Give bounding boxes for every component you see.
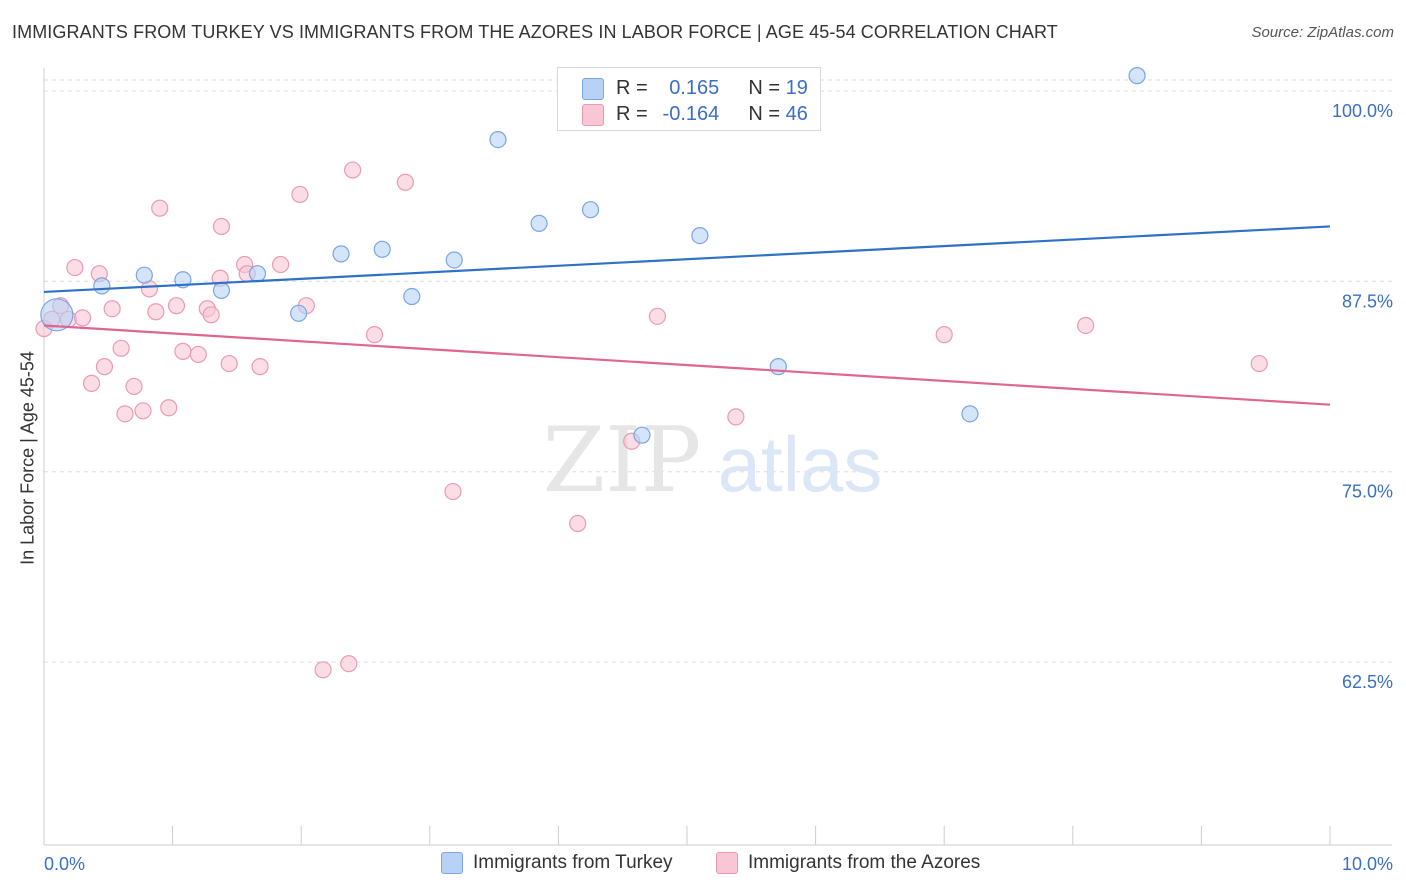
x-tick-label: 10.0% xyxy=(1342,854,1393,874)
azores-point xyxy=(648,307,667,325)
legend-n-label: N = xyxy=(748,77,781,99)
turkey-point xyxy=(403,287,421,306)
azores-point xyxy=(134,402,152,420)
source-label: Source: ZipAtlas.com xyxy=(1251,24,1394,41)
y-tick-label: 87.5% xyxy=(1342,291,1393,311)
turkey-point xyxy=(691,226,709,245)
turkey-point xyxy=(489,131,507,149)
azores-point xyxy=(314,661,332,679)
y-tick-label: 75.0% xyxy=(1342,482,1393,502)
azores-point xyxy=(147,303,165,321)
trend-lines xyxy=(43,225,1331,406)
legend-r-label: R = xyxy=(616,103,648,125)
watermark-atlas: atlas xyxy=(718,420,883,508)
azores-point xyxy=(116,405,134,423)
bottom-legend-swatch-turkey xyxy=(441,852,463,874)
legend-r-label: R = xyxy=(616,77,648,99)
azores-point xyxy=(212,217,231,236)
azores-point xyxy=(569,514,587,533)
x-tick-label: 0.0% xyxy=(44,854,85,874)
bottom-legend-label-turkey: Immigrants from Turkey xyxy=(473,852,673,873)
azores-point xyxy=(103,300,121,318)
azores-point xyxy=(167,297,186,315)
correlation-legend: R = 0.165 N = 19 R = -0.164 N = 46 xyxy=(557,67,821,131)
azores-point xyxy=(1077,316,1095,335)
azores-point xyxy=(189,345,207,364)
bottom-legend-swatch-azores xyxy=(716,852,738,874)
legend-n-value-azores: 46 xyxy=(785,103,808,125)
azores-point xyxy=(125,377,143,396)
turkey-point xyxy=(633,426,651,444)
azores-point xyxy=(365,326,384,344)
turkey-point xyxy=(961,405,979,423)
gridlines xyxy=(44,79,1392,663)
azores-point xyxy=(151,199,169,217)
legend-swatch-azores xyxy=(582,104,604,126)
azores-point xyxy=(112,339,130,357)
azores-point xyxy=(444,482,462,501)
azores-point xyxy=(82,374,101,392)
azores-point xyxy=(251,358,269,376)
legend-r-value-turkey: 0.165 xyxy=(669,77,720,99)
turkey-point xyxy=(93,277,111,295)
azores-point xyxy=(174,342,192,360)
azores-point xyxy=(344,161,362,179)
tick-labels: 100.0% 87.5% 75.0% 62.5% 0.0% 10.0% xyxy=(44,101,1393,874)
y-tick-label: 100.0% xyxy=(1332,101,1393,121)
turkey-point xyxy=(373,240,391,258)
chart-title: IMMIGRANTS FROM TURKEY VS IMMIGRANTS FRO… xyxy=(12,22,1058,42)
azores-point xyxy=(220,354,238,373)
watermark: ZIP atlas xyxy=(543,408,883,513)
turkey-point xyxy=(530,214,548,232)
turkey-point xyxy=(1128,67,1146,85)
legend-swatch-turkey xyxy=(582,78,604,100)
turkey-point xyxy=(290,304,308,322)
azores-point xyxy=(291,185,309,204)
azores-point xyxy=(935,326,953,344)
watermark-zip: ZIP xyxy=(543,408,702,513)
bottom-legend-label-azores: Immigrants from the Azores xyxy=(748,852,981,873)
legend-n-label: N = xyxy=(748,103,781,125)
legend-n-value-turkey: 19 xyxy=(785,77,808,99)
y-tick-label: 62.5% xyxy=(1342,672,1393,692)
turkey-point xyxy=(445,251,463,269)
axes xyxy=(43,68,1392,846)
azores-point xyxy=(727,408,745,426)
turkey-point xyxy=(40,298,74,332)
turkey-trend-line xyxy=(43,225,1331,294)
azores-point xyxy=(160,399,178,417)
azores-point xyxy=(272,255,290,274)
azores-point xyxy=(95,358,114,376)
turkey-point xyxy=(212,281,231,300)
turkey-point xyxy=(332,245,350,263)
azores-point xyxy=(73,309,92,327)
turkey-point xyxy=(248,265,267,283)
azores-point xyxy=(396,173,414,191)
turkey-point xyxy=(581,201,600,219)
turkey-point xyxy=(135,266,153,284)
azores-trend-line xyxy=(43,324,1331,406)
y-axis-label: In Labor Force | Age 45-54 xyxy=(17,351,38,565)
azores-point xyxy=(1250,354,1268,373)
turkey-point xyxy=(769,358,787,376)
azores-point xyxy=(66,258,84,277)
azores-point xyxy=(340,655,358,673)
azores-point xyxy=(202,306,220,324)
legend-r-value-azores: -0.164 xyxy=(662,103,720,125)
